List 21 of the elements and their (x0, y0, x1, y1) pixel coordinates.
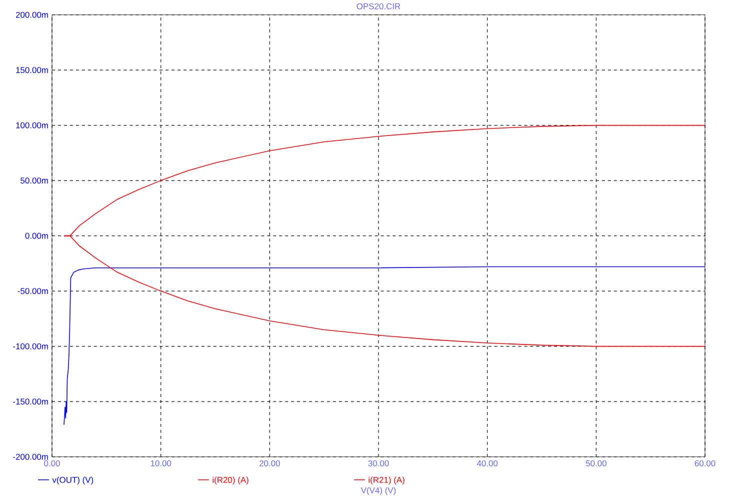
legend-label: i(R21) (A) (368, 476, 404, 485)
x-axis-title: V(V4) (V) (360, 487, 396, 496)
y-tick-label: 0.00m (25, 232, 48, 239)
x-tick-label: 60.00 (694, 460, 716, 466)
x-tick-label: 30.00 (368, 460, 389, 466)
x-tick-label: 20.00 (260, 460, 280, 466)
x-tick-label: 40.00 (476, 460, 498, 466)
y-tick-label: -50.00m (18, 288, 48, 294)
y-tick-label: 50.00m (20, 178, 48, 184)
legend-label: v(OUT) (V) (52, 476, 94, 485)
y-tick-label: 150.00m (16, 67, 48, 74)
x-tick-label: 0.00 (44, 460, 60, 466)
y-tick-label: 200.00m (16, 12, 48, 18)
y-tick-label: -150.00m (13, 398, 48, 405)
y-tick-label: -200.00m (13, 454, 48, 460)
x-tick-label: 50.00 (586, 460, 606, 466)
x-tick-label: 10.00 (150, 460, 172, 466)
y-tick-label: 100.00m (16, 122, 48, 128)
legend-label: i(R20) (A) (212, 476, 248, 485)
chart-title: OPS20.CIR (356, 3, 400, 10)
y-tick-label: -100.00m (13, 343, 48, 350)
